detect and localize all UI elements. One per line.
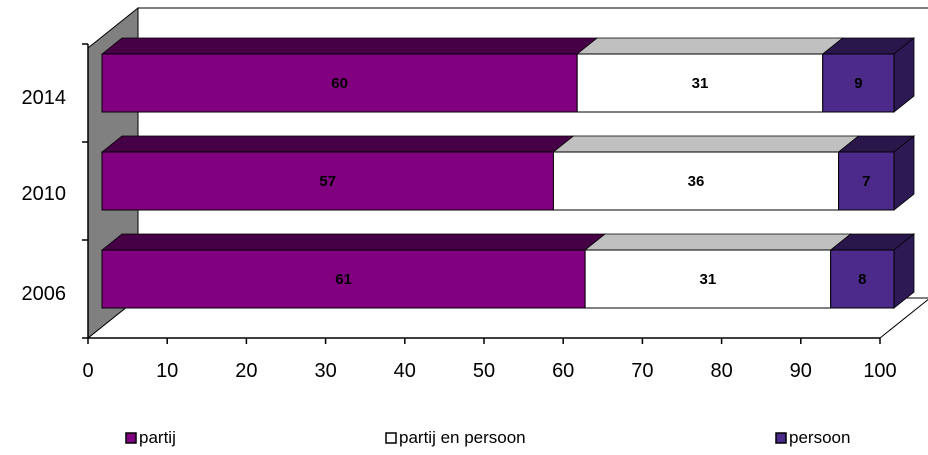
legend-label-0: partij: [139, 428, 176, 447]
bar-top-2014-1: [576, 37, 844, 55]
data-label-2010-0: 57: [319, 173, 336, 190]
bar-2006-1: [584, 249, 832, 309]
bar-2014-1: [576, 53, 824, 113]
bar-2010-0: [101, 151, 554, 211]
y-tick-label-2014: 2014: [22, 87, 67, 109]
bar-top-2010-1: [552, 135, 860, 153]
data-label-2006-0: 61: [335, 271, 352, 288]
bar-2014-0: [101, 53, 578, 113]
x-tick-label-40: 40: [394, 360, 416, 382]
bar-top-2006-0: [100, 233, 607, 251]
legend-swatch-1: [385, 432, 397, 444]
x-tick-label-50: 50: [473, 360, 495, 382]
y-tick-label-2006: 2006: [22, 283, 67, 305]
data-label-2006-2: 8: [858, 271, 866, 288]
bar-2006-0: [101, 249, 586, 309]
x-tick-label-100: 100: [863, 360, 896, 382]
bar-2006-2: [830, 249, 895, 309]
y-tick-label-2010: 2010: [22, 183, 67, 205]
data-label-2010-2: 7: [862, 173, 870, 190]
x-tick-label-20: 20: [235, 360, 257, 382]
x-tick-label-60: 60: [552, 360, 574, 382]
chart-legend: partij partij en persoon persoon: [125, 428, 850, 447]
chart-axes: 2014 2010 2006 0 10 20 30 40 50 60 70 80 90 100: [22, 43, 897, 382]
legend-label-2: persoon: [789, 428, 850, 447]
bar-top-2010-0: [100, 135, 575, 153]
x-tick-label-90: 90: [790, 360, 812, 382]
legend-swatch-2: [775, 432, 787, 444]
legend-swatch-0: [125, 432, 137, 444]
x-tick-label-30: 30: [314, 360, 336, 382]
legend-label-1: partij en persoon: [399, 428, 526, 447]
data-label-2010-1: 36: [688, 173, 705, 190]
x-tick-label-70: 70: [631, 360, 653, 382]
x-tick-label-0: 0: [82, 360, 93, 382]
data-label-2014-2: 9: [854, 75, 862, 92]
chart-bars: 60 31 9 57 36 7 61 31 8: [100, 37, 916, 309]
bar-2014-2: [822, 53, 895, 113]
data-label-2014-1: 31: [692, 75, 709, 92]
x-tick-label-10: 10: [156, 360, 178, 382]
bar-2010-2: [838, 151, 895, 211]
x-tick-label-80: 80: [710, 360, 732, 382]
data-label-2014-0: 60: [331, 75, 348, 92]
data-label-2006-1: 31: [700, 271, 717, 288]
bar-top-2006-1: [583, 233, 852, 251]
bar-top-2014-0: [100, 37, 599, 55]
